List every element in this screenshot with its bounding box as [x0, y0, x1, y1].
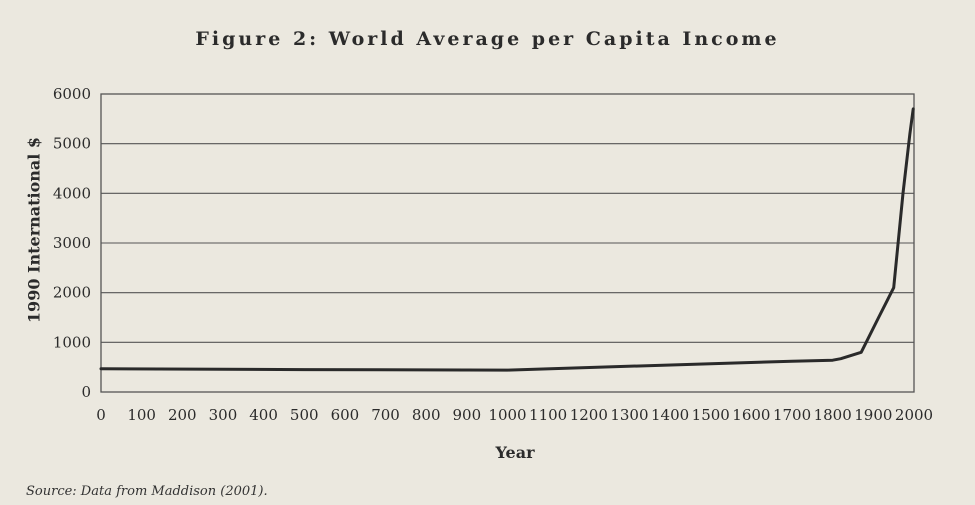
x-tick-label: 200 — [168, 406, 197, 424]
x-tick-label: 1300 — [610, 406, 648, 424]
y-tick-label: 4000 — [53, 184, 91, 202]
series-line — [99, 107, 915, 372]
y-tick-label: 6000 — [53, 85, 91, 103]
x-tick-label: 1700 — [773, 406, 811, 424]
x-tick-label: 1500 — [692, 406, 730, 424]
x-tick-label: 0 — [96, 406, 106, 424]
x-tick-label: 800 — [412, 406, 441, 424]
x-tick-label: 1600 — [732, 406, 770, 424]
x-tick-label: 400 — [249, 406, 278, 424]
x-tick-label: 1900 — [854, 406, 892, 424]
x-tick-label: 600 — [331, 406, 360, 424]
x-tick-label: 2000 — [895, 406, 933, 424]
y-tick-label: 1000 — [53, 333, 91, 351]
source-note: Source: Data from Maddison (2001). — [26, 484, 268, 499]
x-tick-label: 700 — [371, 406, 400, 424]
chart-title: Figure 2: World Average per Capita Incom… — [195, 28, 780, 50]
y-tick-label: 3000 — [53, 234, 91, 252]
x-tick-label: 100 — [127, 406, 156, 424]
x-tick-label: 500 — [290, 406, 319, 424]
x-tick-label: 1000 — [488, 406, 526, 424]
y-tick-label: 2000 — [53, 284, 91, 302]
x-axis-label: Year — [495, 443, 535, 462]
x-tick-label: 300 — [209, 406, 238, 424]
y-tick-label: 0 — [81, 383, 91, 401]
x-tick-label: 1800 — [814, 406, 852, 424]
x-tick-label: 1200 — [570, 406, 608, 424]
x-tick-label: 900 — [453, 406, 482, 424]
y-tick-label: 5000 — [53, 135, 91, 153]
x-tick-label: 1400 — [651, 406, 689, 424]
x-tick-label: 1100 — [529, 406, 567, 424]
plot-area: 0 1000 2000 3000 4000 5000 6000 0 100 200 300 400 50… — [53, 85, 933, 424]
